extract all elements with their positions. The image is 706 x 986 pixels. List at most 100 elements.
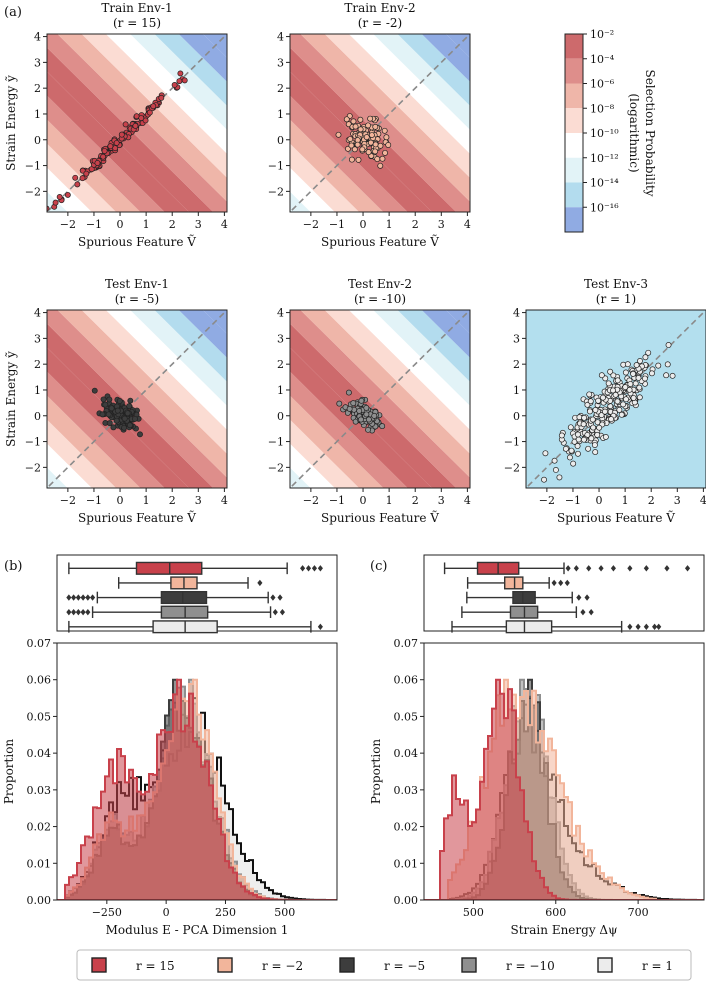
legend-swatch <box>597 957 613 973</box>
colorbar-tick-label: 10⁻¹⁰ <box>590 127 619 140</box>
panel-subtitle: (r = 15) <box>113 16 161 30</box>
y-tick-label: 0 <box>277 410 284 423</box>
data-point <box>575 431 581 438</box>
y-tick-label: 3 <box>277 332 284 345</box>
y-tick-label: −1 <box>268 436 284 449</box>
data-point <box>622 369 629 376</box>
axes-frame <box>289 33 471 213</box>
y-tick-label: 1 <box>277 108 284 121</box>
data-point <box>113 417 120 424</box>
data-point <box>126 422 133 429</box>
x-tick-label: 2 <box>169 494 176 507</box>
x-tick-label: 4 <box>464 218 471 231</box>
y-tick-label: 2 <box>277 358 284 371</box>
data-point <box>541 476 547 483</box>
data-point <box>343 116 350 123</box>
data-point <box>83 170 90 177</box>
y-tick-label: 3 <box>513 332 520 345</box>
data-point <box>596 424 603 431</box>
y-tick-label: 4 <box>513 307 520 320</box>
colorbar-band <box>565 207 583 232</box>
y-tick-label: −2 <box>268 461 284 474</box>
data-point <box>627 381 634 387</box>
data-point <box>355 156 362 163</box>
data-point <box>590 424 597 431</box>
panel-label-a: (a) <box>4 5 22 20</box>
data-point <box>614 377 621 384</box>
panel-subtitle: (r = -10) <box>354 292 406 306</box>
y-tick-label: −2 <box>25 461 41 474</box>
data-point <box>600 394 606 401</box>
data-point <box>177 70 184 77</box>
panel-title: Train Env-1 <box>101 1 172 15</box>
probability-band <box>130 310 227 406</box>
data-point <box>655 362 662 369</box>
y-tick-label: 0.00 <box>27 894 52 907</box>
data-point <box>94 160 101 166</box>
data-point <box>56 194 63 200</box>
data-point <box>602 433 609 440</box>
axes-frame <box>525 309 706 489</box>
boxplot-flier <box>277 594 283 601</box>
data-point <box>150 103 157 110</box>
colorbar-band <box>565 133 583 158</box>
boxplot-flier <box>643 565 649 572</box>
boxplot-flier <box>80 608 86 616</box>
boxplot-flier <box>573 565 579 572</box>
data-point <box>335 131 342 138</box>
boxplot-flier <box>311 565 318 572</box>
x-axis-label: Spurious Feature Ṽ <box>321 234 439 249</box>
y-tick-label: −2 <box>25 185 41 198</box>
data-point <box>121 415 128 422</box>
panel-label-b: (b) <box>4 559 22 574</box>
data-point <box>345 145 351 152</box>
boxplot-flier <box>565 565 571 572</box>
y-tick-label: 0.02 <box>27 821 52 834</box>
data-point <box>610 372 617 379</box>
data-point <box>365 426 371 433</box>
probability-band <box>290 95 408 212</box>
axes-frame <box>289 309 471 489</box>
axes-frame <box>46 33 228 213</box>
x-tick-label: 4 <box>700 494 706 507</box>
data-point <box>348 156 355 163</box>
boxplot-flier <box>584 594 590 601</box>
colorbar-subtitle: (logarithmic) <box>627 93 641 172</box>
data-point <box>113 139 120 146</box>
data-point <box>614 398 621 405</box>
x-tick-label: 4 <box>464 494 471 507</box>
x-tick-label: −2 <box>539 494 555 507</box>
y-tick-label: 3 <box>34 332 41 345</box>
data-point <box>574 443 581 449</box>
boxplot-flier <box>257 579 263 587</box>
y-tick-label: 0.07 <box>27 637 52 650</box>
data-point <box>630 395 637 401</box>
data-point <box>358 397 365 404</box>
y-tick-label: 2 <box>34 358 41 371</box>
x-axis-label: Spurious Feature Ṽ <box>78 510 196 525</box>
boxplot-box <box>160 590 208 605</box>
y-tick-label: −1 <box>504 436 520 449</box>
x-tick-label: 3 <box>195 494 202 507</box>
data-point <box>351 146 358 153</box>
colorbar-band <box>565 83 583 109</box>
data-point <box>382 149 388 156</box>
x-tick-label: 0 <box>360 494 367 507</box>
x-tick-label: 1 <box>143 218 150 231</box>
data-point <box>108 405 115 412</box>
boxplot-flier <box>610 565 616 572</box>
data-point <box>642 354 649 361</box>
data-point <box>101 148 108 154</box>
data-point <box>620 401 627 408</box>
histogram-series <box>424 678 704 900</box>
x-axis-label: Strain Energy Δψ <box>511 923 618 937</box>
data-point <box>357 126 364 133</box>
probability-band <box>47 47 214 212</box>
boxplot-flier <box>305 565 312 572</box>
boxplot-flier <box>580 608 586 616</box>
data-point <box>363 404 370 411</box>
boxplot-box <box>504 576 524 590</box>
colorbar-tick-label: 10⁻⁴ <box>590 53 615 66</box>
data-point <box>72 174 79 181</box>
data-point <box>581 414 588 421</box>
